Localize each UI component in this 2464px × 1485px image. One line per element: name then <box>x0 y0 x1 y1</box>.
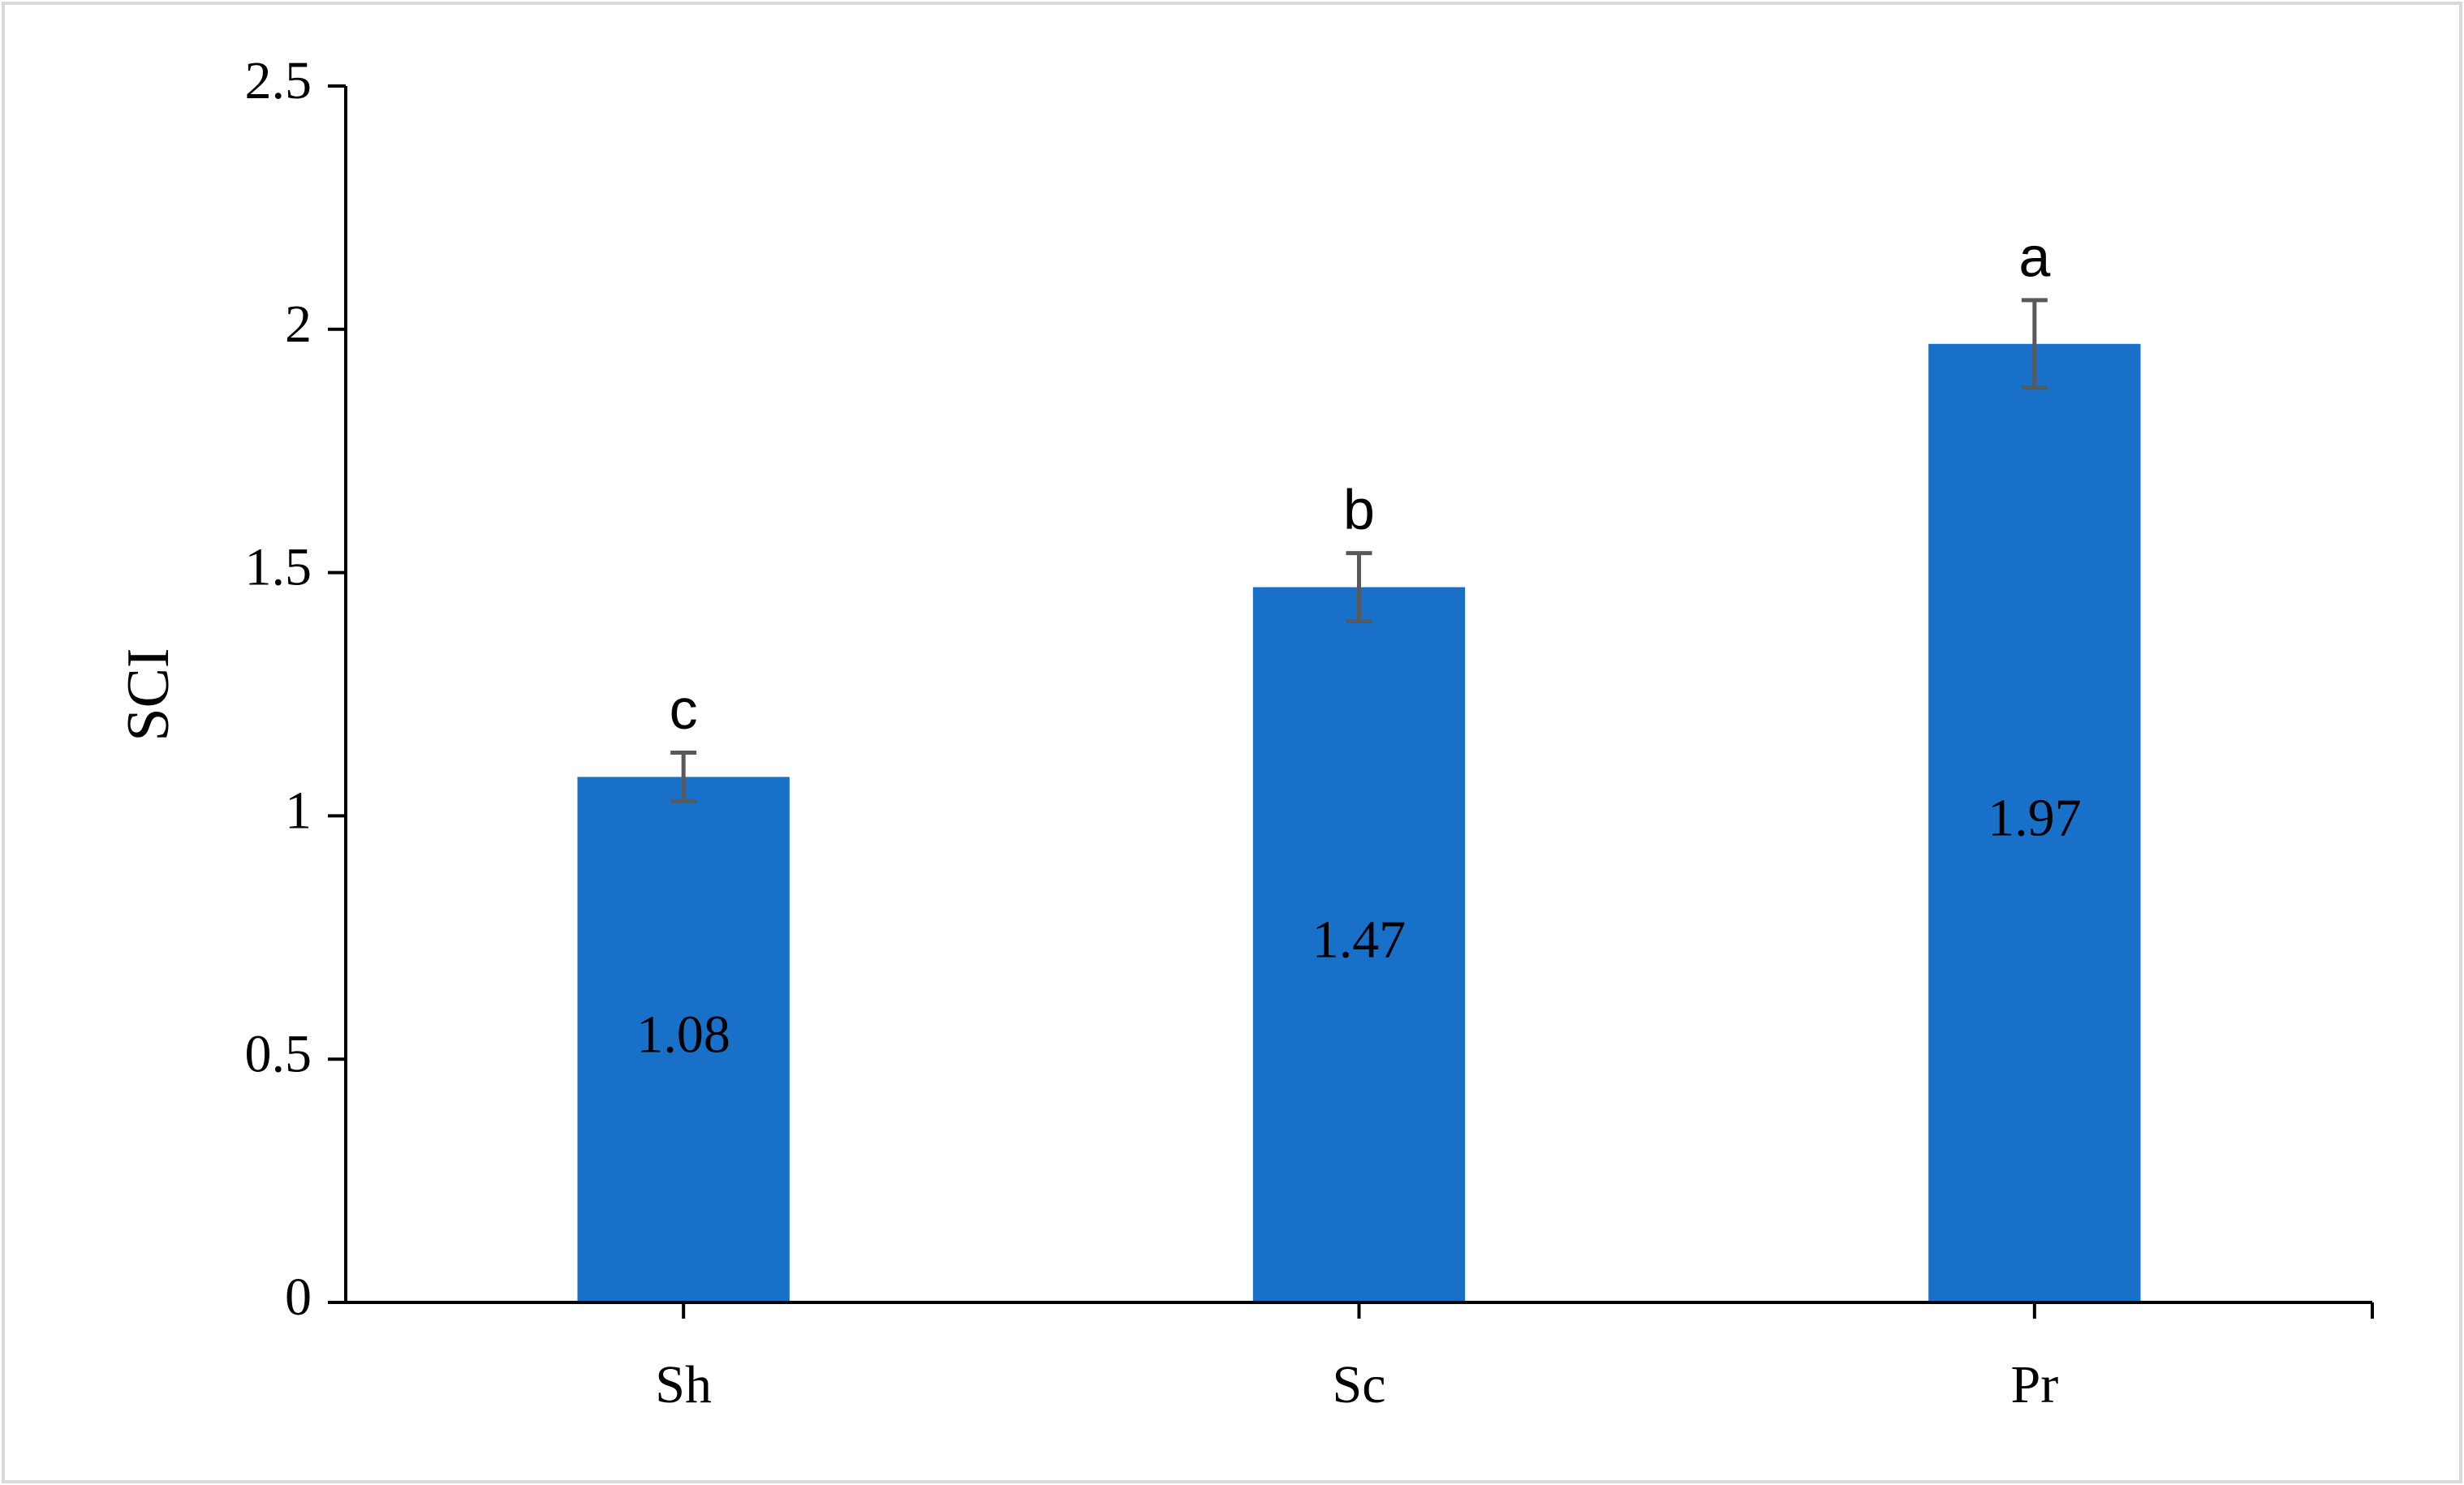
value-label: 1.08 <box>636 1005 730 1064</box>
bar <box>577 777 790 1302</box>
bar <box>1252 587 1466 1302</box>
significance-letter: a <box>2018 225 2050 288</box>
y-tick-label: 2.5 <box>245 51 312 110</box>
significance-letter: c <box>670 678 698 741</box>
bar <box>1928 343 2141 1303</box>
error-bar <box>670 750 697 803</box>
y-tick-label: 1 <box>285 781 312 841</box>
y-tick-label: 0.5 <box>245 1024 312 1083</box>
error-bar <box>2021 298 2048 390</box>
y-axis-label: SCI <box>115 648 182 741</box>
y-tick-label: 2 <box>285 295 312 354</box>
x-tick-label: Sh <box>655 1355 712 1414</box>
error-bar <box>1346 551 1372 624</box>
y-tick-label: 0 <box>285 1268 312 1327</box>
significance-letter: b <box>1343 478 1375 541</box>
value-label: 1.47 <box>1312 910 1406 969</box>
x-tick-label: Pr <box>2010 1355 2058 1414</box>
y-tick-label: 1.5 <box>245 538 312 597</box>
value-label: 1.97 <box>1988 789 2082 848</box>
x-tick-label: Sc <box>1333 1355 1386 1414</box>
